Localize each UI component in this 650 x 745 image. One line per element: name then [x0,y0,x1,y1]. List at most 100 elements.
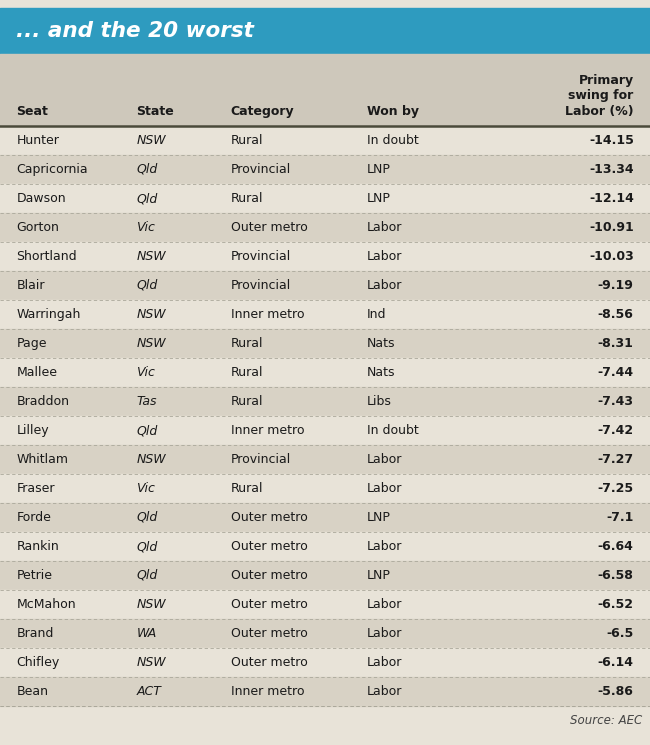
Text: Whitlam: Whitlam [16,453,68,466]
Text: LNP: LNP [367,569,391,582]
Text: Labor: Labor [367,221,402,234]
Text: Inner metro: Inner metro [231,308,304,321]
Text: -8.31: -8.31 [598,337,634,350]
Text: Inner metro: Inner metro [231,424,304,437]
Text: State: State [136,105,174,118]
Text: Labor: Labor [367,627,402,640]
Text: NSW: NSW [136,308,166,321]
Text: Rankin: Rankin [16,540,59,553]
Text: -7.25: -7.25 [597,482,634,495]
Text: Vic: Vic [136,366,155,379]
Text: LNP: LNP [367,511,391,524]
Text: Qld: Qld [136,279,158,292]
Text: NSW: NSW [136,250,166,263]
Text: Qld: Qld [136,163,158,176]
Text: Outer metro: Outer metro [231,656,307,669]
Text: Labor: Labor [367,685,402,698]
Text: Libs: Libs [367,395,392,408]
Text: Qld: Qld [136,424,158,437]
Text: -14.15: -14.15 [589,134,634,147]
Text: Labor: Labor [367,453,402,466]
Text: -7.44: -7.44 [597,366,634,379]
Text: Vic: Vic [136,482,155,495]
Text: -5.86: -5.86 [598,685,634,698]
Text: Provincial: Provincial [231,279,291,292]
Text: LNP: LNP [367,163,391,176]
Text: Primary
swing for
Labor (%): Primary swing for Labor (%) [565,74,634,118]
Text: Forde: Forde [16,511,51,524]
Text: Shortland: Shortland [16,250,77,263]
Text: Labor: Labor [367,482,402,495]
Text: -10.03: -10.03 [589,250,634,263]
Text: Capricornia: Capricornia [16,163,88,176]
Text: Labor: Labor [367,250,402,263]
Text: -6.58: -6.58 [598,569,634,582]
Text: Rural: Rural [231,366,263,379]
Text: Rural: Rural [231,395,263,408]
Text: Nats: Nats [367,366,396,379]
Text: Inner metro: Inner metro [231,685,304,698]
Text: -10.91: -10.91 [589,221,634,234]
Text: Mallee: Mallee [16,366,57,379]
Text: Vic: Vic [136,221,155,234]
Text: NSW: NSW [136,656,166,669]
Text: ... and the 20 worst: ... and the 20 worst [16,21,254,41]
Text: -7.43: -7.43 [598,395,634,408]
Text: Fraser: Fraser [16,482,55,495]
Text: Petrie: Petrie [16,569,52,582]
Text: In doubt: In doubt [367,424,419,437]
Text: Rural: Rural [231,337,263,350]
Text: Labor: Labor [367,656,402,669]
Text: Outer metro: Outer metro [231,221,307,234]
Text: Chifley: Chifley [16,656,60,669]
Text: Dawson: Dawson [16,192,66,205]
Text: In doubt: In doubt [367,134,419,147]
Text: -6.14: -6.14 [598,656,634,669]
Text: Outer metro: Outer metro [231,598,307,611]
Text: -12.14: -12.14 [589,192,634,205]
Text: Ind: Ind [367,308,387,321]
Text: Lilley: Lilley [16,424,49,437]
Text: Rural: Rural [231,482,263,495]
Text: Won by: Won by [367,105,419,118]
Text: Outer metro: Outer metro [231,511,307,524]
Text: Category: Category [231,105,294,118]
Text: McMahon: McMahon [16,598,76,611]
Text: Rural: Rural [231,134,263,147]
Text: Nats: Nats [367,337,396,350]
Text: Tas: Tas [136,395,157,408]
Text: Labor: Labor [367,279,402,292]
Text: -9.19: -9.19 [598,279,634,292]
Text: Provincial: Provincial [231,250,291,263]
Text: -6.64: -6.64 [598,540,634,553]
Text: Qld: Qld [136,540,158,553]
Text: Outer metro: Outer metro [231,627,307,640]
Text: Source: AEC: Source: AEC [570,714,642,726]
Text: NSW: NSW [136,134,166,147]
Text: Qld: Qld [136,511,158,524]
Text: Page: Page [16,337,47,350]
Text: Seat: Seat [16,105,48,118]
Text: Bean: Bean [16,685,48,698]
Text: NSW: NSW [136,337,166,350]
Text: Provincial: Provincial [231,453,291,466]
Text: -7.27: -7.27 [597,453,634,466]
Text: Provincial: Provincial [231,163,291,176]
Text: ACT: ACT [136,685,161,698]
Text: -7.42: -7.42 [597,424,634,437]
Text: Qld: Qld [136,192,158,205]
Text: -13.34: -13.34 [589,163,634,176]
Text: Qld: Qld [136,569,158,582]
Text: -6.52: -6.52 [598,598,634,611]
Text: Braddon: Braddon [16,395,70,408]
Text: Gorton: Gorton [16,221,59,234]
Text: Blair: Blair [16,279,45,292]
Text: -8.56: -8.56 [598,308,634,321]
Text: Outer metro: Outer metro [231,569,307,582]
Text: LNP: LNP [367,192,391,205]
Text: Brand: Brand [16,627,53,640]
Text: Warringah: Warringah [16,308,81,321]
Text: Rural: Rural [231,192,263,205]
Text: -7.1: -7.1 [606,511,634,524]
Text: NSW: NSW [136,598,166,611]
